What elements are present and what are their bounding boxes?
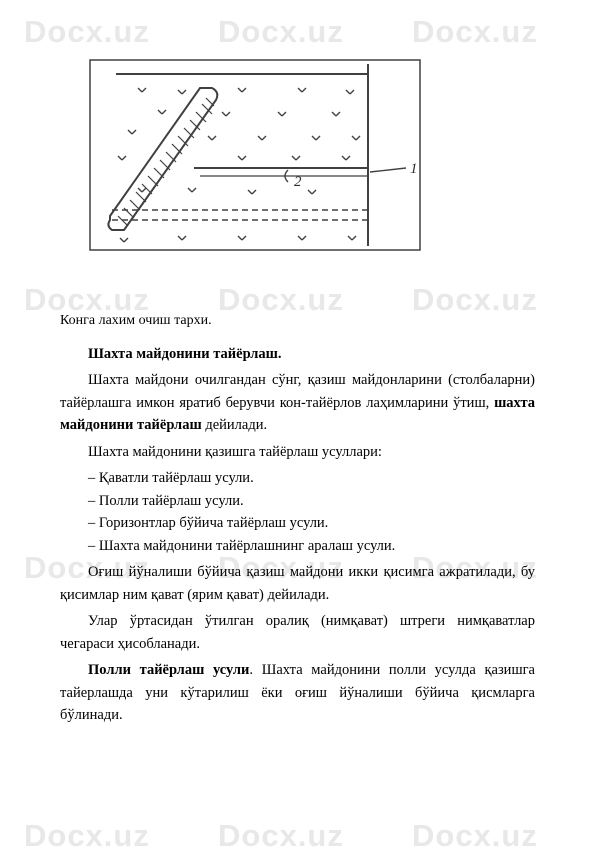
method-list: Қаватли тайёрлаш усули. Полли тайёрлаш у… bbox=[60, 467, 535, 557]
section-heading: Шахта майдонини тайёрлаш. bbox=[60, 343, 535, 365]
paragraph: Оғиш йўналиши бўйича қазиш майдони икки … bbox=[60, 561, 535, 606]
page-content: 2 1 Конга лахим очиш тархи. Шахта майдон… bbox=[0, 0, 595, 771]
text-bold: Полли тайёрлаш усули bbox=[88, 662, 249, 678]
figure-label-2: 2 bbox=[294, 174, 302, 190]
text: дейилади. bbox=[202, 417, 267, 433]
figure-label-1: 1 bbox=[410, 161, 418, 177]
figure-caption: Конга лахим очиш тархи. bbox=[60, 313, 535, 329]
list-item: Полли тайёрлаш усули. bbox=[60, 490, 535, 512]
paragraph: Шахта майдони очилгандан сўнг, қазиш май… bbox=[60, 369, 535, 436]
watermark: Docx.uz bbox=[24, 818, 150, 854]
mine-diagram: 2 1 bbox=[88, 58, 423, 253]
paragraph: Шахта майдонини қазишга тайёрлаш усуллар… bbox=[60, 441, 535, 463]
watermark: Docx.uz bbox=[218, 818, 344, 854]
paragraph: Полли тайёрлаш усули. Шахта майдонини по… bbox=[60, 659, 535, 726]
text: Шахта майдони очилгандан сўнг, қазиш май… bbox=[60, 372, 535, 410]
watermark: Docx.uz bbox=[412, 818, 538, 854]
list-item: Қаватли тайёрлаш усули. bbox=[60, 467, 535, 489]
paragraph: Улар ўртасидан ўтилган оралиқ (нимқават)… bbox=[60, 610, 535, 655]
list-item: Горизонтлар бўйича тайёрлаш усули. bbox=[60, 512, 535, 534]
list-item: Шахта майдонини тайёрлашнинг аралаш усул… bbox=[60, 535, 535, 557]
